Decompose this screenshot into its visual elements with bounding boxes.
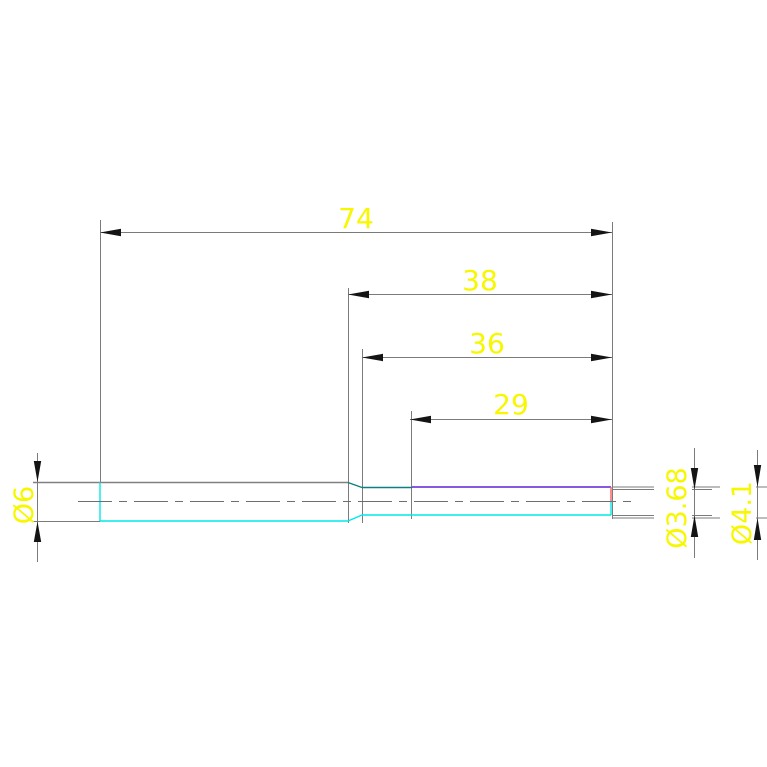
arrow-dia41-top xyxy=(753,465,762,487)
label-mask-dia41 xyxy=(720,472,756,566)
arrow-36-left xyxy=(362,353,383,362)
arrow-38-right xyxy=(591,290,612,299)
part-outline xyxy=(33,481,612,522)
arrow-29-left xyxy=(410,415,431,424)
dim-label-74[interactable]: 74 xyxy=(338,202,374,235)
part-edge-taper-top[interactable] xyxy=(347,481,363,489)
arrow-74-left xyxy=(100,228,121,237)
dim-label-dia368[interactable]: Ø3.68 xyxy=(662,467,693,548)
dim-label-dia6[interactable]: Ø6 xyxy=(9,486,40,524)
part-edge-taper-bottom[interactable] xyxy=(347,514,363,522)
dim-label-29[interactable]: 29 xyxy=(493,388,529,421)
arrow-dia368-bottom xyxy=(690,515,699,537)
arrow-38-left xyxy=(348,290,369,299)
arrow-29-right xyxy=(591,415,612,424)
dim-label-36[interactable]: 36 xyxy=(469,327,505,360)
dim-label-38[interactable]: 38 xyxy=(462,264,498,297)
arrow-dia6-bottom xyxy=(33,521,42,542)
arrow-dia6-top xyxy=(33,461,42,482)
arrow-36-right xyxy=(591,353,612,362)
arrow-dia41-bottom xyxy=(753,518,762,540)
label-mask-dia368 xyxy=(654,460,692,554)
dim-label-dia41[interactable]: Ø4.1 xyxy=(727,481,758,545)
dimension-labels: 74 38 36 29 Ø6 Ø3.68 Ø4.1 xyxy=(9,202,758,549)
arrow-dia368-top xyxy=(690,468,699,490)
arrow-74-right xyxy=(591,228,612,237)
arrowheads xyxy=(33,228,762,542)
